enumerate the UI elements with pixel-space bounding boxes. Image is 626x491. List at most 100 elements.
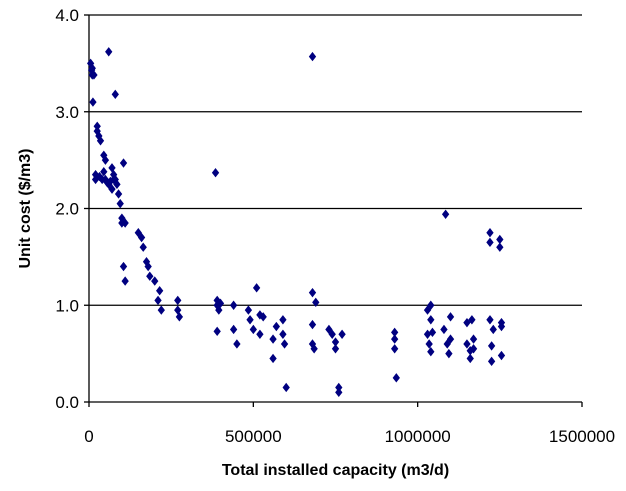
- data-point: [280, 339, 289, 349]
- data-point: [279, 315, 287, 325]
- data-point: [211, 168, 220, 178]
- data-point: [269, 334, 277, 344]
- data-point: [338, 329, 346, 339]
- data-point: [213, 326, 221, 337]
- data-point: [325, 324, 333, 335]
- data-points: [86, 47, 506, 398]
- data-point: [427, 315, 435, 325]
- data-point: [101, 174, 110, 185]
- data-point: [114, 189, 123, 199]
- data-point: [174, 295, 182, 306]
- data-point: [272, 321, 280, 332]
- data-point: [139, 242, 147, 252]
- data-point: [113, 179, 121, 189]
- data-point: [392, 373, 400, 383]
- data-point: [105, 47, 113, 57]
- data-point: [116, 198, 124, 209]
- data-point: [246, 315, 254, 325]
- data-point: [391, 334, 399, 344]
- data-point: [308, 51, 317, 62]
- data-point: [137, 232, 146, 243]
- data-point: [119, 261, 128, 272]
- data-point: [486, 228, 494, 238]
- data-point: [496, 242, 504, 252]
- data-point: [259, 312, 267, 322]
- data-point: [146, 271, 154, 281]
- data-point: [425, 339, 433, 349]
- data-point: [119, 158, 128, 168]
- data-point: [427, 347, 435, 357]
- data-point: [96, 136, 105, 146]
- data-point: [469, 334, 478, 344]
- data-point: [489, 324, 497, 335]
- data-point: [427, 300, 435, 310]
- data-point: [108, 163, 116, 173]
- x-tick-label: 1000000: [385, 427, 451, 446]
- data-point: [486, 315, 494, 325]
- data-point: [144, 261, 152, 272]
- data-point: [469, 344, 478, 354]
- data-point: [331, 344, 340, 354]
- data-point: [108, 184, 116, 194]
- data-point: [468, 315, 476, 325]
- x-axis-title: Total installed capacity (m3/d): [222, 462, 449, 479]
- data-point: [487, 341, 496, 351]
- data-point: [256, 329, 264, 339]
- data-point: [466, 353, 474, 364]
- data-point: [279, 329, 287, 339]
- y-tick-label: 0.0: [55, 393, 79, 412]
- data-point: [121, 218, 129, 228]
- data-point: [486, 237, 494, 248]
- data-point: [229, 300, 238, 310]
- tick-labels: 0.0 1.0 2.0 3.0 4.0 0 500000 1000000 1500000: [55, 6, 615, 446]
- data-point: [157, 305, 165, 315]
- data-point: [428, 327, 437, 338]
- data-point: [229, 324, 238, 335]
- data-point: [446, 312, 455, 322]
- data-point: [308, 287, 317, 298]
- y-tick-label: 3.0: [55, 103, 79, 122]
- y-tick-label: 2.0: [55, 200, 79, 219]
- data-point: [91, 169, 100, 180]
- data-point: [90, 70, 98, 80]
- data-point: [282, 382, 290, 393]
- data-point: [423, 305, 432, 315]
- data-point: [308, 319, 317, 330]
- data-point: [463, 317, 471, 328]
- data-point: [109, 174, 118, 185]
- data-point: [233, 339, 241, 349]
- y-tick-label: 4.0: [55, 6, 79, 25]
- data-point: [151, 276, 159, 286]
- data-point: [269, 353, 277, 364]
- data-point: [496, 234, 504, 245]
- data-point: [252, 283, 261, 293]
- data-point: [443, 339, 451, 349]
- data-point: [463, 339, 471, 349]
- data-point: [216, 298, 225, 309]
- data-point: [175, 312, 184, 322]
- data-point: [312, 297, 320, 308]
- data-point: [487, 356, 496, 367]
- data-point: [89, 97, 97, 107]
- x-tick-label: 0: [84, 427, 93, 446]
- data-point: [101, 155, 110, 165]
- data-point: [111, 89, 119, 100]
- x-tick-label: 1500000: [549, 427, 615, 446]
- data-point: [335, 387, 343, 398]
- data-point: [154, 295, 162, 306]
- data-point: [441, 209, 450, 219]
- data-point: [100, 167, 108, 177]
- tick-marks: [84, 14, 583, 407]
- data-point: [256, 310, 264, 320]
- data-point: [440, 324, 448, 335]
- data-point: [328, 329, 336, 339]
- data-point: [497, 321, 506, 332]
- data-point: [497, 350, 506, 361]
- data-point: [156, 286, 164, 296]
- y-axis-title: Unit cost ($/m3): [17, 148, 34, 268]
- x-tick-label: 500000: [225, 427, 282, 446]
- data-point: [391, 344, 399, 354]
- data-point: [446, 334, 455, 344]
